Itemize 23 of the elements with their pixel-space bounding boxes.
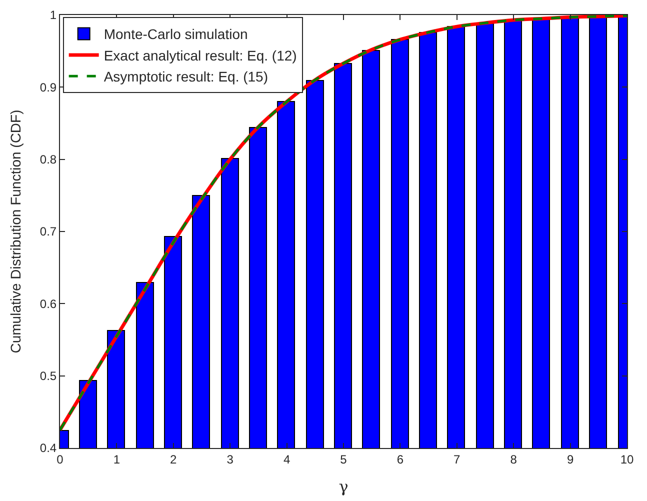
x-tick-label: 9 <box>566 452 574 466</box>
y-tick-label: 0.6 <box>40 296 57 311</box>
x-axis-title: γ <box>338 477 348 496</box>
x-tick-label: 4 <box>283 452 290 466</box>
legend-label: Exact analytical result: Eq. (12) <box>104 47 297 64</box>
x-tick-label: 0 <box>56 452 64 466</box>
y-tick-label: 0.7 <box>40 224 57 239</box>
x-tick-label: 3 <box>226 452 234 466</box>
legend-label: Monte-Carlo simulation <box>104 26 248 42</box>
x-tick-label: 2 <box>170 452 178 466</box>
x-tick-label: 7 <box>454 452 461 466</box>
legend-label: Asymptotic result: Eq. (15) <box>104 68 268 85</box>
y-tick-label: 0.8 <box>40 152 57 167</box>
y-axis-title: Cumulative Distribution Function (CDF) <box>8 110 24 354</box>
x-tick-label: 1 <box>113 452 120 466</box>
x-tick-label: 8 <box>510 452 518 466</box>
y-tick-label: 1 <box>50 8 57 22</box>
y-tick-label: 0.5 <box>40 369 57 384</box>
x-tick-label: 5 <box>340 452 348 466</box>
x-tick-label: 10 <box>620 452 634 466</box>
y-tick-label: 0.9 <box>40 80 57 94</box>
y-tick-label: 0.4 <box>40 441 57 456</box>
x-tick-label: 6 <box>396 452 404 466</box>
